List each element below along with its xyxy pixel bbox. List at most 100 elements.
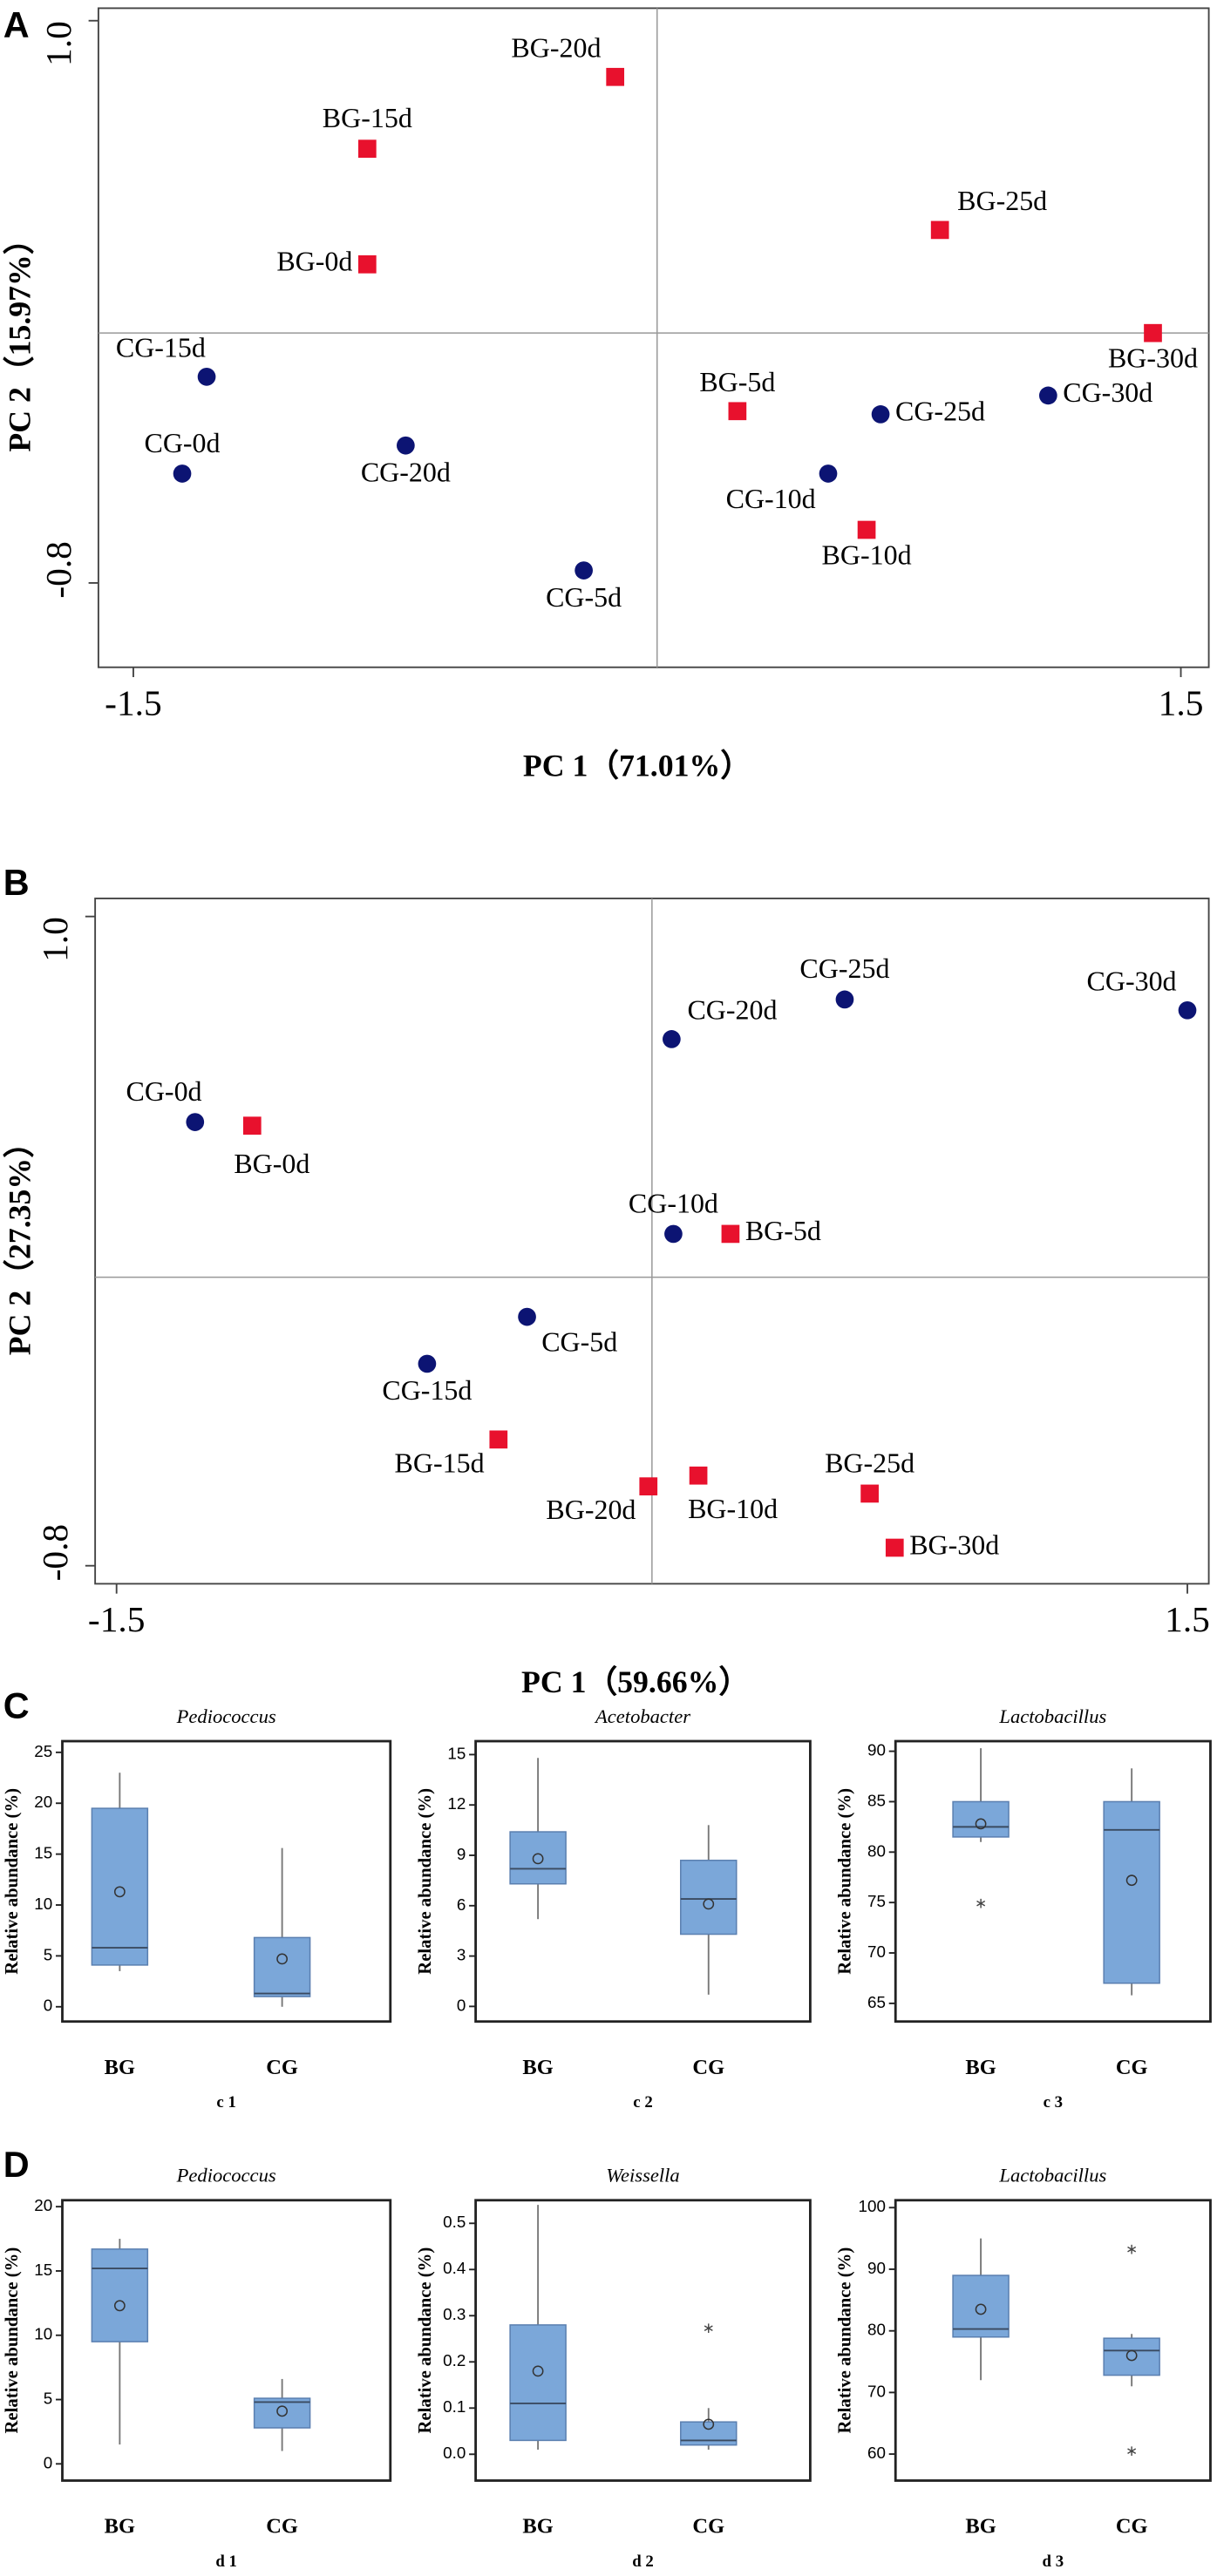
point [860,1484,879,1503]
y-tick-label: 0.2 [443,2351,466,2369]
y-tick-label: 80 [867,2321,886,2339]
box [680,2421,738,2446]
point [173,464,192,483]
y-tick-label: 1.0 [38,21,78,66]
point [835,990,854,1009]
x-tick-label: -1.5 [105,682,162,722]
x-tick-label: BG [105,2056,135,2079]
box [509,2324,567,2442]
point [606,67,625,86]
x-axis-label: d 1 [215,2552,237,2571]
y-tick-label: 0 [44,1996,52,2015]
y-tick-label: 0.4 [443,2259,466,2277]
y-tick-label: 15 [34,2261,52,2279]
point [1144,323,1162,342]
panel-label: D [3,2145,30,2185]
point-label: BG-20d [546,1495,636,1525]
box [253,1936,311,1997]
y-tick-label: 20 [34,2196,52,2214]
x-axis-label: PC 1（59.66%） [521,1664,750,1699]
y-tick-label: 1.0 [35,917,75,962]
point-label: BG-15d [323,103,412,133]
point-label: CG-30d [1087,966,1177,997]
point [418,1354,437,1373]
point [489,1430,508,1449]
point [518,1307,536,1326]
point-label: BG-15d [395,1447,485,1478]
x-tick-label: BG [522,2056,553,2079]
x-tick-label: BG [965,2515,996,2539]
y-tick-label: 20 [34,1793,52,1811]
y-tick-label: 0.5 [443,2213,466,2231]
x-tick-label: BG [522,2515,553,2539]
y-tick-label: 65 [867,1993,886,2011]
y-tick-label: 0.1 [443,2397,466,2416]
y-axis-label: Relative abundance (%) [3,2247,22,2434]
box [680,1860,738,1935]
y-tick-label: 5 [44,1945,52,1963]
y-tick-label: 6 [457,1895,466,1914]
y-axis-label: Relative abundance (%) [836,1788,855,1975]
point-label: CG-10d [726,484,816,514]
chart-title: Pediococcus [176,1705,276,1727]
point-label: BG-10d [688,1494,778,1524]
x-axis-label: c 3 [1044,2093,1063,2112]
point-label: CG-25d [799,953,889,984]
box [1103,1800,1160,1984]
point-label: BG-0d [276,247,352,277]
plot-frame [894,2199,1212,2482]
chart-title: Lactobacillus [998,2165,1106,2186]
y-tick-label: -0.8 [38,541,78,598]
point-label: CG-15d [382,1375,472,1406]
point-label: CG-30d [1063,377,1152,408]
y-tick-label: 70 [867,1942,886,1961]
point [357,254,377,274]
plot-frame [97,7,1210,668]
y-tick-label: 60 [867,2444,886,2462]
mean [532,2365,544,2377]
point [857,520,876,539]
y-tick-label: 25 [34,1742,52,1760]
y-axis-label: Relative abundance (%) [3,1788,22,1975]
point-label: CG-5d [541,1326,617,1357]
x-tick-label: CG [1116,2056,1148,2079]
plot-frame [61,1739,392,2024]
point-label: BG-5d [699,367,775,397]
mean [975,2303,987,2315]
mean [703,2418,715,2430]
point [357,139,377,159]
x-tick-label: CG [692,2056,724,2079]
y-tick-label: 0 [457,1996,466,2014]
outlier: ∗ [1125,2241,1138,2258]
y-tick-label: 0 [44,2453,52,2471]
x-tick-label: BG [965,2056,996,2079]
plot-frame [474,2199,812,2482]
x-axis-label: d 3 [1043,2552,1064,2571]
point [721,1224,740,1244]
point [819,464,838,483]
point-label: BG-5d [745,1216,821,1246]
point [689,1466,708,1485]
point [242,1116,262,1135]
y-tick-label: 75 [867,1892,886,1910]
x-tick-label: -1.5 [88,1599,146,1639]
plot-frame [61,2199,392,2482]
point [397,436,415,455]
y-tick-label: 10 [34,2325,52,2343]
x-axis-label: c 1 [216,2093,235,2112]
point [663,1030,681,1048]
point [197,368,216,386]
outlier: ∗ [703,2320,715,2336]
point-label: CG-25d [895,397,985,427]
y-tick-label: 0.3 [443,2305,466,2323]
y-tick-label: 10 [34,1895,52,1913]
y-tick-label: 0.0 [443,2444,466,2462]
point-label: CG-5d [546,582,622,613]
x-tick-label: CG [1116,2515,1148,2539]
x-tick-label: BG [105,2515,135,2539]
x-axis-label: PC 1（71.01%） [523,749,751,783]
mean [975,1818,987,1830]
y-axis-label: PC 2（15.97%） [3,224,37,452]
y-tick-label: 9 [457,1845,466,1863]
